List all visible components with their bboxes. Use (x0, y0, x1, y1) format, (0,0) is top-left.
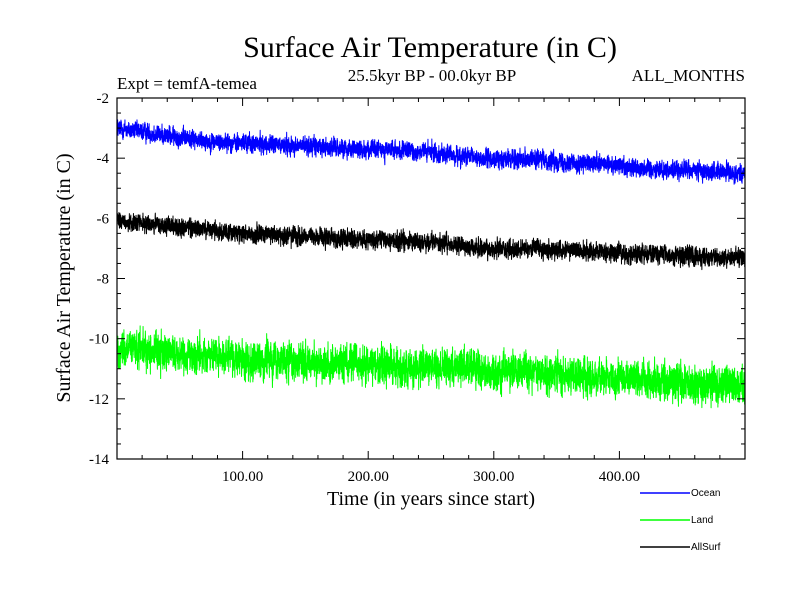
x-axis-label: Time (in years since start) (327, 488, 535, 510)
y-tick-label: -12 (89, 392, 109, 408)
legend-label-land: Land (691, 515, 713, 526)
x-tick-label: 100.00 (222, 469, 263, 485)
chart-subtitle: 25.5kyr BP - 00.0kyr BP (348, 66, 516, 85)
legend-label-ocean: Ocean (691, 488, 720, 499)
y-tick-label: -8 (97, 272, 110, 288)
x-axis: 100.00 200.00 300.00 400.00 (141, 98, 721, 485)
y-tick-label: -14 (89, 452, 109, 468)
plot-series (116, 119, 746, 409)
expt-label: Expt = temfA-temea (117, 74, 257, 93)
y-axis: -14 -12 -10 -8 -6 -4 -2 (89, 91, 745, 468)
y-tick-label: -4 (97, 151, 110, 167)
x-tick-label: 400.00 (599, 469, 640, 485)
x-tick-label: 300.00 (473, 469, 514, 485)
y-tick-label: -6 (97, 211, 110, 227)
series-line-land (116, 325, 746, 409)
series-line-ocean (116, 119, 746, 185)
legend-label-allsurf: AllSurf (691, 542, 721, 553)
y-axis-label: Surface Air Temperature (in C) (53, 153, 75, 402)
y-tick-label: -2 (97, 91, 110, 107)
months-label: ALL_MONTHS (632, 66, 745, 85)
chart-title: Surface Air Temperature (in C) (243, 31, 617, 64)
legend: Ocean Land AllSurf (640, 488, 721, 553)
y-tick-label: -10 (89, 332, 109, 348)
series-line-allsurf (116, 212, 746, 271)
x-tick-label: 200.00 (348, 469, 389, 485)
